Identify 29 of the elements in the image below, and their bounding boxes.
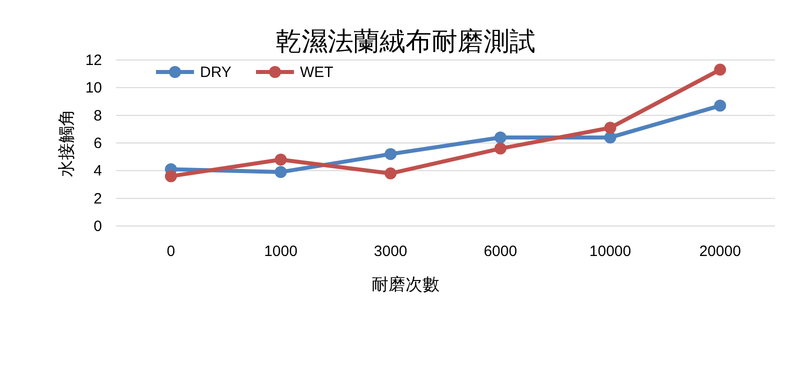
point [604,122,616,134]
x-tick-label: 1000 [264,243,298,260]
x-tick-label: 0 [166,243,176,260]
y-tick-label: 6 [94,135,102,152]
point [384,148,397,160]
y-axis-title: 水接觸角 [57,109,76,177]
x-axis-title: 耐磨次數 [372,275,440,294]
y-tick-label: 8 [94,107,102,124]
legend-label: WET [300,64,334,81]
x-tick-label: 3000 [374,243,408,260]
point [714,100,726,112]
point [494,131,506,144]
y-tick-label: 10 [85,80,102,97]
y-tick-label: 12 [85,52,102,69]
y-tick-label: 0 [94,218,102,235]
point [494,142,506,155]
point [384,167,397,180]
point [274,166,287,178]
chart-title: 乾濕法蘭絨布耐磨測試 [276,26,536,56]
legend-label: DRY [200,64,232,81]
y-tick-label: 2 [94,190,102,208]
point [274,154,287,166]
x-tick-label: 6000 [484,243,518,260]
point [714,64,726,76]
point [604,131,616,144]
x-tick-label: 20000 [699,243,741,260]
point [164,170,177,182]
x-tick-label: 10000 [589,243,632,260]
y-tick-label: 4 [94,162,102,180]
